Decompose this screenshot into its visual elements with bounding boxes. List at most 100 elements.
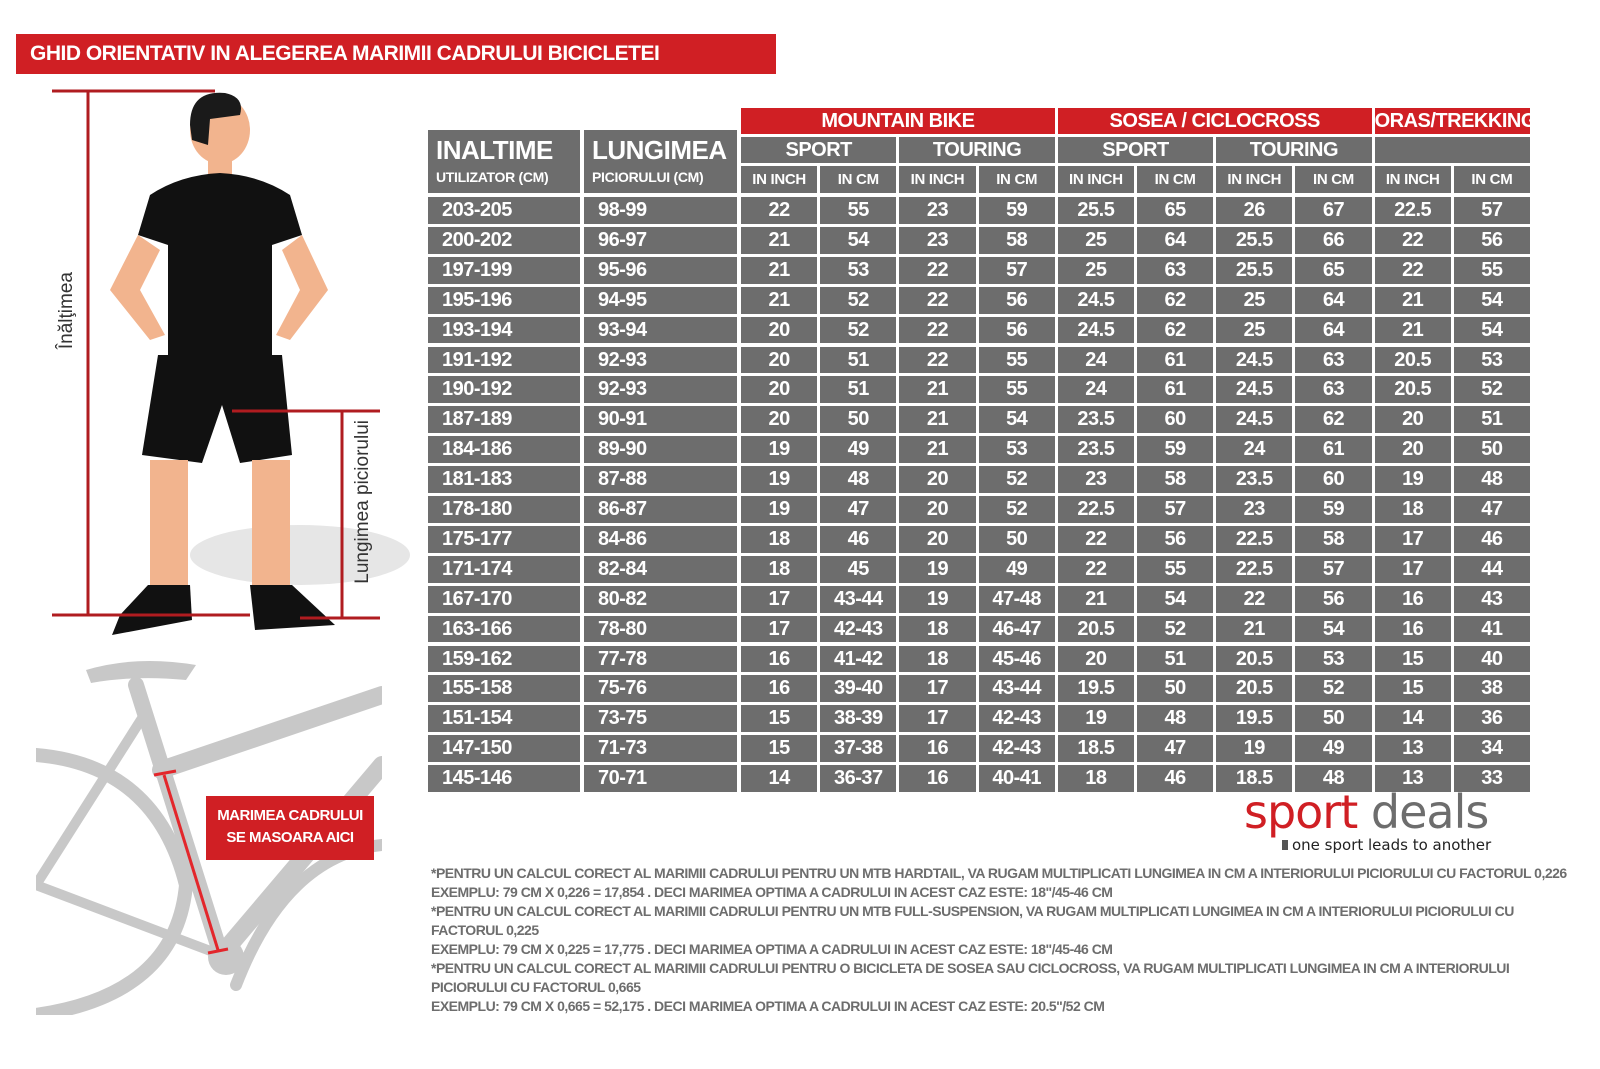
table-cell: 62	[1137, 286, 1214, 314]
logo-tagline: one sport leads to another	[1292, 836, 1492, 854]
table-cell: 46	[1137, 765, 1214, 792]
table-cell: 58	[1137, 466, 1214, 493]
table-cell: 87-88	[584, 466, 737, 493]
header-unit: IN INCH	[1216, 166, 1293, 193]
table-cell: 159-162	[428, 645, 580, 673]
table-cell: 59	[1137, 436, 1214, 464]
table-cell: 39-40	[820, 675, 897, 703]
table-cell: 55	[978, 346, 1055, 374]
table-cell: 67	[1295, 197, 1372, 224]
table-cell: 19	[741, 466, 818, 493]
table-cell: 55	[820, 197, 897, 224]
table-cell: 200-202	[428, 226, 580, 254]
table-cell: 48	[1295, 765, 1372, 792]
table-cell: 64	[1137, 226, 1214, 254]
table-cell: 62	[1137, 316, 1214, 344]
table-cell: 77-78	[584, 645, 737, 673]
header-subgroup	[1374, 137, 1530, 163]
table-cell: 47	[1453, 496, 1530, 523]
table-cell: 20.5	[1216, 645, 1293, 673]
table-cell: 50	[1453, 436, 1530, 464]
table-cell: 21	[899, 406, 976, 434]
bike-illustration	[36, 661, 382, 1015]
table-cell: 37-38	[820, 735, 897, 763]
table-cell: 20.5	[1057, 615, 1134, 643]
table-cell: 62	[1295, 406, 1372, 434]
table-cell: 65	[1137, 197, 1214, 224]
sport-deals-logo: sport deals one sport leads to another	[1244, 789, 1544, 856]
table-cell: 53	[1295, 645, 1372, 673]
header-subgroup: TOURING	[899, 137, 1055, 163]
table-cell: 22.5	[1216, 555, 1293, 583]
table-cell: 191-192	[428, 346, 580, 374]
table-cell: 59	[1295, 496, 1372, 523]
table-cell: 20	[741, 376, 818, 404]
header-subgroup: TOURING	[1216, 137, 1372, 163]
table-cell: 18	[1374, 496, 1451, 523]
table-cell: 61	[1137, 346, 1214, 374]
table-cell: 19	[1057, 705, 1134, 733]
table-cell: 57	[1453, 197, 1530, 224]
table-cell: 187-189	[428, 406, 580, 434]
table-cell: 54	[1137, 585, 1214, 613]
table-cell: 197-199	[428, 256, 580, 284]
header-subgroup: SPORT	[1057, 137, 1214, 163]
table-cell: 43-44	[820, 585, 897, 613]
table-cell: 21	[899, 436, 976, 464]
table-cell: 17	[1374, 555, 1451, 583]
table-cell: 17	[741, 585, 818, 613]
table-cell: 193-194	[428, 316, 580, 344]
table-cell: 20	[741, 316, 818, 344]
table-cell: 16	[899, 735, 976, 763]
table-cell: 56	[1137, 525, 1214, 553]
logo-word-deals: deals	[1370, 785, 1489, 839]
table-cell: 52	[1453, 376, 1530, 404]
table-cell: 45-46	[978, 645, 1055, 673]
table-cell: 19	[899, 555, 976, 583]
footnote-line: *PENTRU UN CALCUL CORECT AL MARIMII CADR…	[431, 865, 1567, 881]
table-cell: 20.5	[1216, 675, 1293, 703]
header-unit: IN CM	[978, 166, 1055, 193]
table-cell: 24.5	[1216, 346, 1293, 374]
table-cell: 25	[1216, 286, 1293, 314]
table-cell: 20	[899, 525, 976, 553]
table-cell: 55	[1453, 256, 1530, 284]
table-cell: 190-192	[428, 376, 580, 404]
table-cell: 40	[1453, 645, 1530, 673]
table-cell: 55	[1137, 555, 1214, 583]
table-cell: 92-93	[584, 346, 737, 374]
table-cell: 54	[820, 226, 897, 254]
header-unit: IN INCH	[741, 166, 818, 193]
table-cell: 21	[1216, 615, 1293, 643]
table-cell: 66	[1295, 226, 1372, 254]
shadow	[190, 525, 410, 585]
table-cell: 19	[1374, 466, 1451, 493]
table-cell: 60	[1137, 406, 1214, 434]
table-cell: 178-180	[428, 496, 580, 523]
table-cell: 52	[978, 496, 1055, 523]
table-cell: 145-146	[428, 765, 580, 792]
table-cell: 38-39	[820, 705, 897, 733]
table-cell: 23	[899, 197, 976, 224]
table-cell: 20.5	[1374, 376, 1451, 404]
table-cell: 46	[1453, 525, 1530, 553]
table-cell: 163-166	[428, 615, 580, 643]
table-cell: 51	[820, 376, 897, 404]
table-cell: 22	[1374, 256, 1451, 284]
header-unit: IN CM	[820, 166, 897, 193]
table-cell: 59	[978, 197, 1055, 224]
table-cell: 24	[1057, 346, 1134, 374]
table-cell: 151-154	[428, 705, 580, 733]
table-cell: 25	[1057, 256, 1134, 284]
table-cell: 56	[1295, 585, 1372, 613]
header-group: ORAS/TREKKING	[1374, 108, 1536, 134]
table-cell: 63	[1295, 346, 1372, 374]
table-cell: 56	[978, 286, 1055, 314]
header-user-height: INALTIME UTILIZATOR (CM)	[428, 130, 580, 193]
table-cell: 25.5	[1216, 256, 1293, 284]
table-cell: 90-91	[584, 406, 737, 434]
table-cell: 18	[741, 555, 818, 583]
table-cell: 48	[1137, 705, 1214, 733]
table-cell: 21	[741, 226, 818, 254]
table-cell: 15	[1374, 645, 1451, 673]
